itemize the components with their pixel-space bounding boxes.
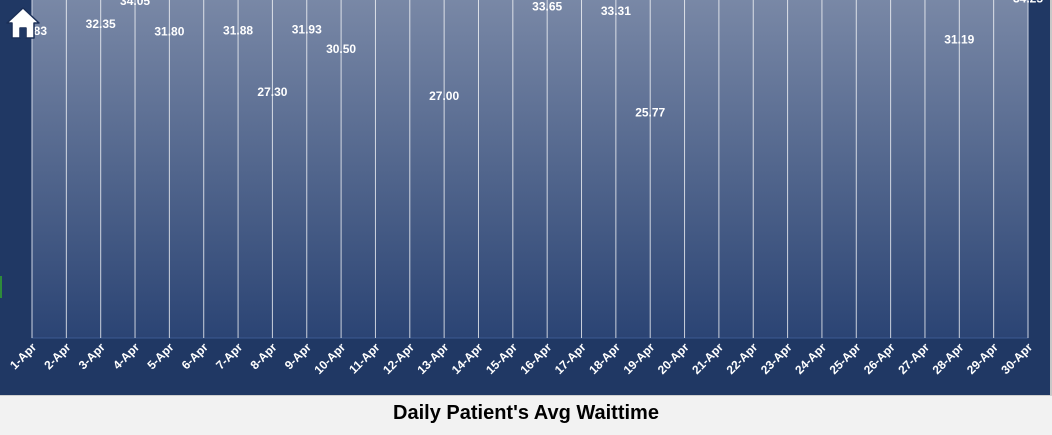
area-fill [31,0,1029,339]
data-label: 31.93 [292,23,322,37]
x-tick-label: 3-Apr [76,340,108,372]
home-icon [6,7,40,39]
x-tick-label: 25-Apr [827,340,864,377]
x-tick-label: 7-Apr [213,340,245,372]
data-label: 31.80 [154,24,184,38]
x-tick-label: 1-Apr [7,340,39,372]
data-label: 31.19 [944,33,974,47]
chart-title: Daily Patient's Avg Waittime [393,402,659,424]
x-tick-label: 12-Apr [380,340,417,377]
home-button[interactable] [4,5,42,41]
data-label: 25.77 [635,106,665,120]
area-chart: 31.8339.3732.3534.0531.8037.8231.8827.30… [7,0,1043,377]
x-tick-label: 28-Apr [930,340,967,377]
x-tick-label: 5-Apr [144,340,176,372]
x-tick-label: 23-Apr [758,340,795,377]
x-tick-label: 30-Apr [998,340,1035,377]
x-tick-label: 24-Apr [792,340,829,377]
x-tick-label: 21-Apr [689,340,726,377]
data-label: 27.30 [257,85,287,99]
data-label: 34.25 [1013,0,1043,5]
x-tick-label: 27-Apr [895,340,932,377]
x-tick-label: 9-Apr [282,340,314,372]
selection-marker [0,276,2,298]
x-tick-label: 29-Apr [964,340,1001,377]
x-tick-label: 6-Apr [179,340,211,372]
data-label: 33.31 [601,4,631,18]
data-label: 31.88 [223,23,253,37]
x-tick-label: 16-Apr [518,340,555,377]
x-tick-label: 8-Apr [247,340,279,372]
x-tick-label: 18-Apr [586,340,623,377]
x-tick-label: 13-Apr [414,340,451,377]
data-label: 27.00 [429,89,459,103]
x-tick-label: 4-Apr [110,340,142,372]
x-tick-label: 17-Apr [552,340,589,377]
x-tick-label: 20-Apr [655,340,692,377]
x-tick-label: 26-Apr [861,340,898,377]
data-label: 30.50 [326,42,356,56]
data-label: 33.65 [532,0,562,13]
x-tick-label: 2-Apr [41,340,73,372]
title-bar: Daily Patient's Avg Waittime [0,395,1052,435]
x-tick-label: 19-Apr [621,340,658,377]
x-tick-label: 15-Apr [483,340,520,377]
x-tick-label: 22-Apr [724,340,761,377]
x-tick-label: 14-Apr [449,340,486,377]
x-tick-label: 11-Apr [346,340,383,377]
x-tick-label: 10-Apr [311,340,348,377]
data-label: 32.35 [86,17,116,31]
chart-panel: 31.8339.3732.3534.0531.8037.8231.8827.30… [0,0,1052,395]
data-label: 34.05 [120,0,150,8]
